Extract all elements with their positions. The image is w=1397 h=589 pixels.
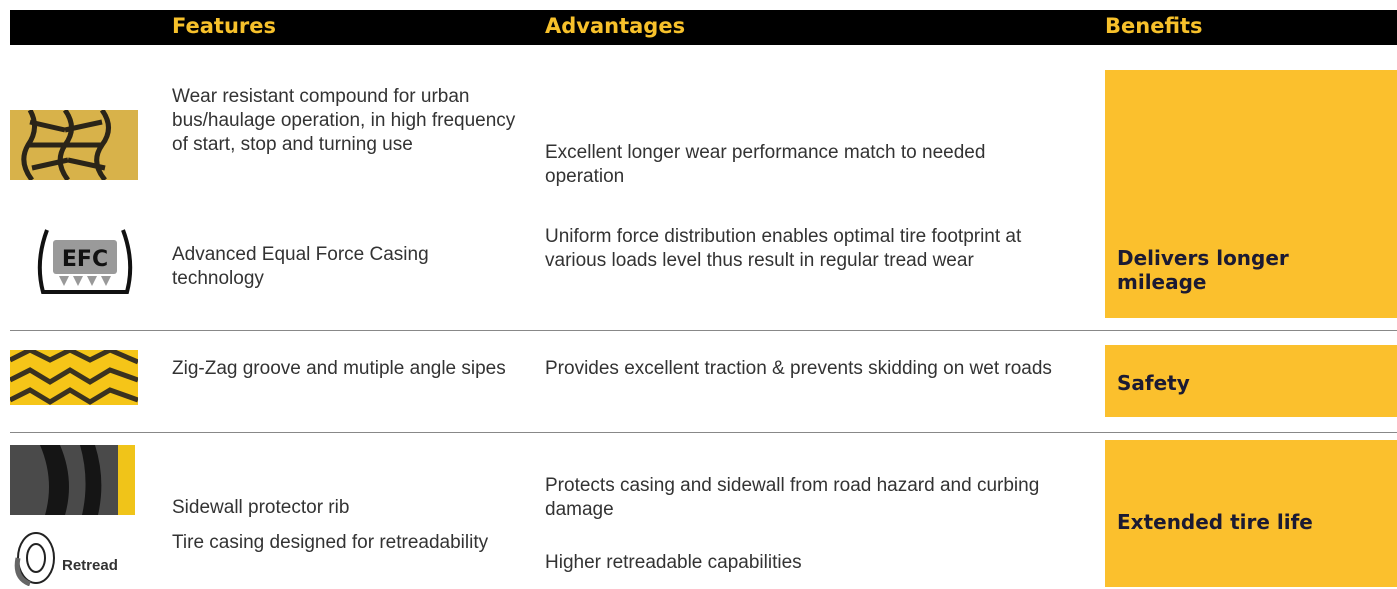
feature-text: Tire casing designed for retreadability <box>172 532 489 553</box>
advantage-text: Higher retreadable capabilities <box>545 552 802 573</box>
separator <box>10 432 1397 433</box>
benefit-text: Safety <box>1117 371 1190 395</box>
advantage-text: Provides excellent traction & prevents s… <box>545 358 1052 379</box>
icon-label: Retread <box>62 557 118 574</box>
benefit-box: Delivers longer mileage <box>1105 70 1397 318</box>
header-benefits: Benefits <box>1105 14 1203 38</box>
advantage-text: Uniform force distribution enables optim… <box>545 226 1022 271</box>
sidewall-icon <box>10 445 135 515</box>
advantage-text: Protects casing and sidewall from road h… <box>545 475 1040 520</box>
icon-text: EFC <box>62 247 108 272</box>
benefit-box: Extended tire life <box>1105 440 1397 587</box>
advantage-text: Excellent longer wear performance match … <box>545 142 986 187</box>
feature-text: Sidewall protector rib <box>172 497 350 518</box>
header-bar <box>10 10 1397 45</box>
feature-text: Advanced Equal Force Casing technology <box>172 244 429 289</box>
efc-icon: EFC <box>37 229 133 294</box>
separator <box>10 330 1397 331</box>
benefit-text: Extended tire life <box>1117 510 1313 534</box>
benefit-text: Delivers longer mileage <box>1117 246 1289 294</box>
tread-icon <box>10 110 138 180</box>
feature-text: Zig-Zag groove and mutiple angle sipes <box>172 358 506 379</box>
feature-text: Wear resistant compound for urban bus/ha… <box>172 86 516 155</box>
retread-icon <box>14 532 55 586</box>
header-features: Features <box>172 14 276 38</box>
header-advantages: Advantages <box>545 14 686 38</box>
tread-icon <box>10 350 138 405</box>
benefit-box: Safety <box>1105 345 1397 417</box>
